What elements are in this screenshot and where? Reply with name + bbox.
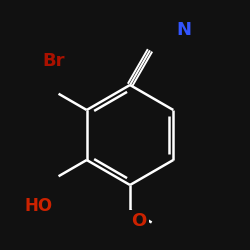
Text: Br: Br — [42, 52, 65, 70]
Text: HO: HO — [25, 197, 53, 215]
Text: N: N — [176, 21, 191, 39]
Text: O: O — [131, 212, 146, 230]
